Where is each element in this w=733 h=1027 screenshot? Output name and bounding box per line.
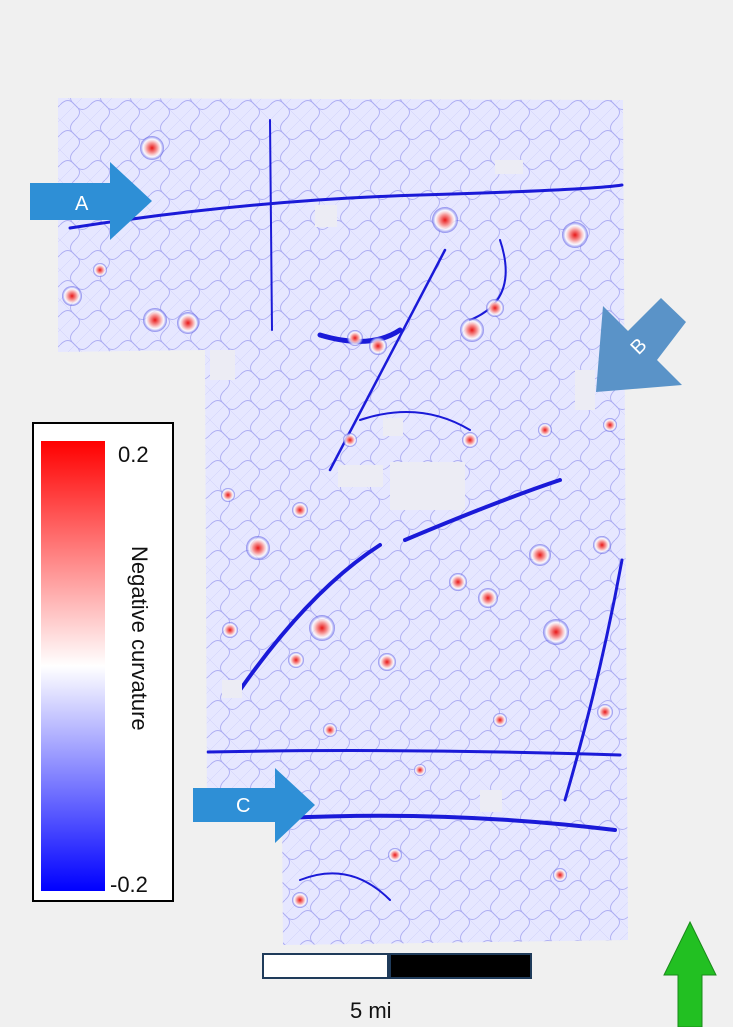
scale-bar-label: 5 mi [350, 998, 392, 1023]
scale-bar-black-segment [389, 953, 532, 979]
legend-min-label: -0.2 [110, 872, 148, 897]
arrow-a-shape [30, 162, 152, 240]
legend-title: Negative curvature [127, 546, 152, 731]
arrow-c: C [193, 768, 315, 843]
data-gaps [210, 160, 595, 812]
legend-color-bar [41, 441, 105, 891]
color-legend: 0.2 Negative curvature -0.2 [32, 422, 174, 902]
north-arrow-icon [663, 920, 717, 1027]
legend-max-label: 0.2 [118, 442, 149, 467]
arrow-b-shape [596, 298, 686, 392]
arrow-a-label: A [75, 193, 89, 215]
arrow-c-shape [193, 768, 315, 843]
arrow-a: A [30, 162, 152, 240]
curvature-anomalies [62, 136, 617, 908]
arrow-c-label: C [236, 795, 250, 817]
scale-bar [262, 953, 532, 981]
scale-bar-white-segment [262, 953, 389, 979]
arrow-b: B [596, 298, 686, 392]
